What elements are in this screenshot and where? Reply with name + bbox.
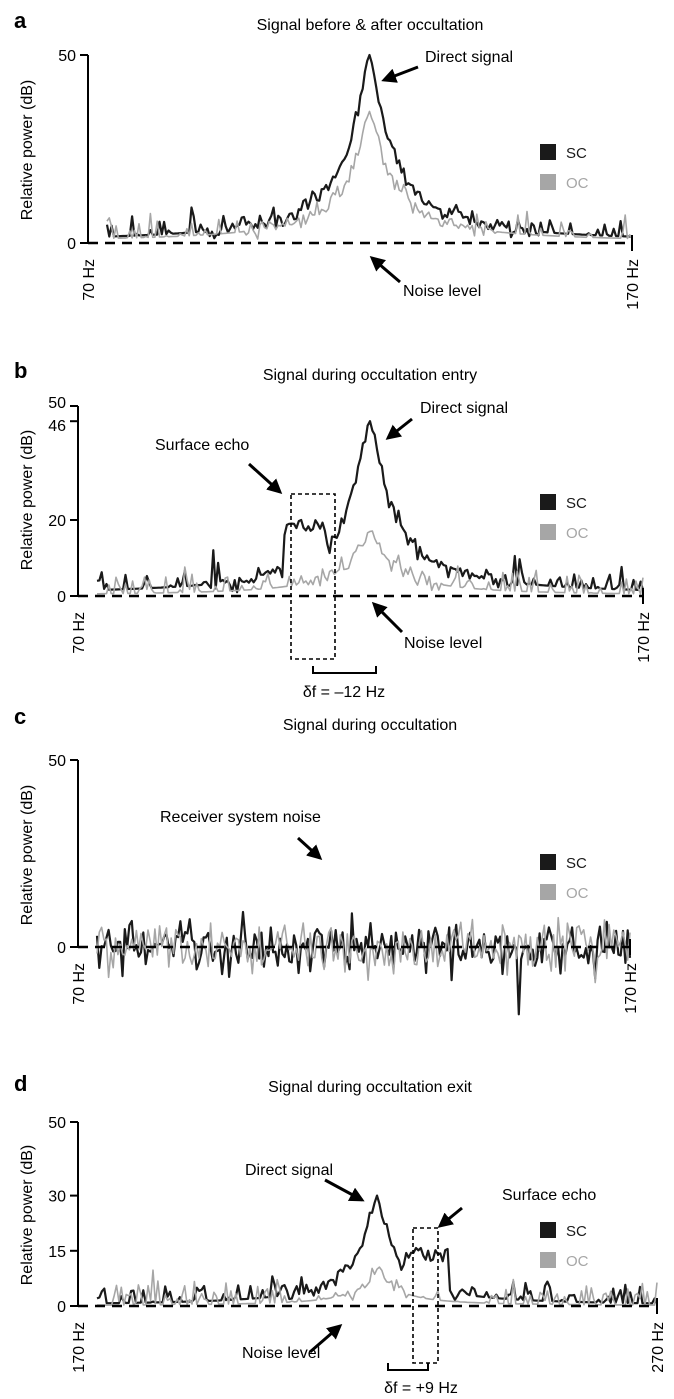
y-axis-label: Relative power (dB) <box>19 80 36 221</box>
annotation-arrow <box>369 256 401 284</box>
legend-label-sc: SC <box>566 495 587 512</box>
legend-label-oc: OC <box>566 1253 589 1270</box>
series-line-sc <box>95 910 632 1016</box>
annotation-arrow <box>247 462 283 495</box>
legend-swatch-oc <box>540 1252 556 1268</box>
x-range-end-label: 170 Hz <box>625 259 642 310</box>
annotation-arrow <box>324 1178 365 1202</box>
y-tick-label: 30 <box>48 1189 66 1206</box>
annotation-text: Direct signal <box>425 49 513 66</box>
y-axis-label: Relative power (dB) <box>19 430 36 571</box>
annotation-text: Surface echo <box>155 437 249 454</box>
legend-label-oc: OC <box>566 175 589 192</box>
y-tick-label: 0 <box>57 940 66 957</box>
legend-label-oc: OC <box>566 885 589 902</box>
series-line-oc <box>97 1266 658 1306</box>
series-line-oc <box>97 530 644 595</box>
panel-title: Signal during occultation <box>283 717 457 734</box>
y-tick-label: 15 <box>48 1244 66 1261</box>
y-tick-label: 0 <box>57 589 66 606</box>
annotation-text: Surface echo <box>502 1187 596 1204</box>
annotation-text: Direct signal <box>245 1162 333 1179</box>
annotation-text: Direct signal <box>420 400 508 417</box>
echo-box <box>412 1227 439 1364</box>
legend-label-oc: OC <box>566 525 589 542</box>
y-tick-label: 50 <box>48 395 66 412</box>
series-line-sc <box>105 53 633 240</box>
annotation-arrow <box>385 417 413 440</box>
annotation-text: Noise level <box>403 283 481 300</box>
annotation-arrow <box>371 601 404 634</box>
legend-label-sc: SC <box>566 1223 587 1240</box>
x-range-end-label: 170 Hz <box>623 963 640 1014</box>
annotation-text: δf = +9 Hz <box>384 1380 458 1397</box>
legend-swatch-sc <box>540 1222 556 1238</box>
panel-letter-a: a <box>14 8 27 33</box>
y-tick-label: 20 <box>48 513 66 530</box>
panel-letter-d: d <box>14 1071 27 1096</box>
legend-swatch-oc <box>540 524 556 540</box>
legend-label-sc: SC <box>566 145 587 162</box>
legend-swatch-sc <box>540 494 556 510</box>
y-tick-label: 0 <box>57 1299 66 1316</box>
annotation-text: Noise level <box>404 635 482 652</box>
delta-bracket <box>387 1363 429 1371</box>
y-tick-label: 50 <box>58 48 76 65</box>
y-tick-label: 0 <box>67 236 76 253</box>
annotation-arrow <box>381 65 419 83</box>
annotation-arrow <box>296 836 323 861</box>
x-range-start-label: 70 Hz <box>71 963 88 1005</box>
y-tick-label: 50 <box>48 1115 66 1132</box>
annotation-arrow <box>437 1206 463 1228</box>
panel-title: Signal during occultation exit <box>268 1079 472 1096</box>
x-range-end-label: 170 Hz <box>636 612 653 663</box>
series-line-oc <box>106 110 633 240</box>
annotation-arrow <box>309 1324 343 1354</box>
y-tick-label: 50 <box>48 753 66 770</box>
legend-swatch-sc <box>540 854 556 870</box>
y-axis-label: Relative power (dB) <box>19 785 36 926</box>
panel-letter-c: c <box>14 704 26 729</box>
legend-swatch-sc <box>540 144 556 160</box>
y-axis-label: Relative power (dB) <box>19 1145 36 1286</box>
legend-swatch-oc <box>540 174 556 190</box>
delta-bracket <box>312 666 377 674</box>
legend-label-sc: SC <box>566 855 587 872</box>
echo-box <box>290 493 336 660</box>
annotation-text: Receiver system noise <box>160 809 321 826</box>
x-range-start-label: 170 Hz <box>71 1322 88 1373</box>
panel-letter-b: b <box>14 358 27 383</box>
series-line-oc <box>96 916 631 984</box>
annotation-text: Noise level <box>242 1345 320 1362</box>
panel-title: Signal during occultation entry <box>263 367 477 384</box>
legend-swatch-oc <box>540 884 556 900</box>
x-range-end-label: 270 Hz <box>650 1322 667 1373</box>
series-line-sc <box>96 1194 658 1305</box>
x-range-start-label: 70 Hz <box>81 259 98 301</box>
annotation-text: δf = –12 Hz <box>303 684 385 701</box>
panel-title: Signal before & after occultation <box>257 17 484 34</box>
y-tick-label: 46 <box>48 418 66 435</box>
x-range-start-label: 70 Hz <box>71 612 88 654</box>
